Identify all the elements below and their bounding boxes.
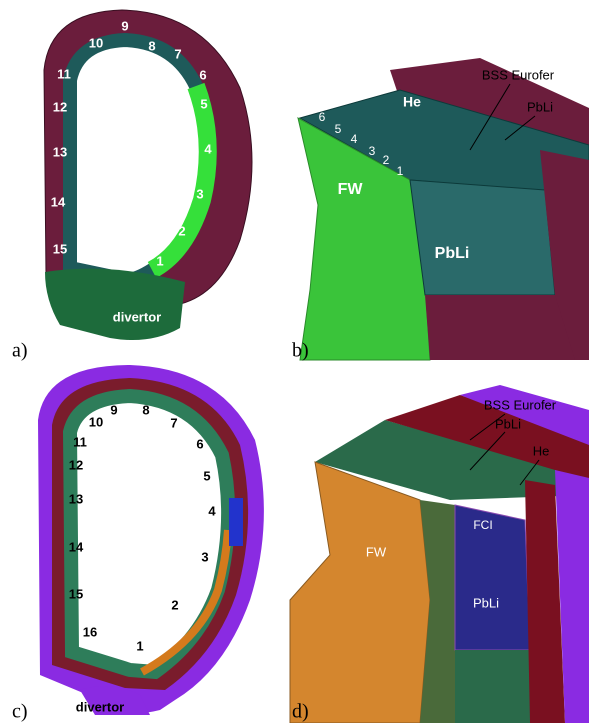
sector-label: 2 xyxy=(383,153,390,167)
sector-label: 3 xyxy=(369,144,376,158)
sector-label: 1 xyxy=(156,253,163,268)
sector-label: 8 xyxy=(148,38,155,53)
sector-label: 4 xyxy=(351,132,358,146)
annotation: He xyxy=(533,443,550,458)
sector-label: 2 xyxy=(171,597,178,612)
sector-label: 15 xyxy=(53,241,67,256)
sector-label: 4 xyxy=(208,503,216,518)
sector-label: 15 xyxy=(69,586,83,601)
divertor-shape xyxy=(45,269,185,340)
sector-label: 6 xyxy=(196,436,203,451)
sector-label: 3 xyxy=(196,186,203,201)
sector-label: 5 xyxy=(335,122,342,136)
panel-a: 1 2 3 4 5 6 7 8 9 10 11 12 13 14 15 dive… xyxy=(12,10,252,362)
panel-d: BSS Eurofer PbLi He FCI FW PbLi d) xyxy=(290,385,589,723)
sector-label: 4 xyxy=(204,141,212,156)
manifold-bottom xyxy=(425,295,575,360)
sector-label: 11 xyxy=(57,66,71,81)
sector-label: 2 xyxy=(178,223,185,238)
first-wall-face xyxy=(290,462,430,723)
breeder-block xyxy=(410,180,555,295)
sector-label: 1 xyxy=(136,638,143,653)
sector-label: 8 xyxy=(142,402,149,417)
sector-label: 9 xyxy=(121,18,128,33)
annotation: FCI xyxy=(473,518,492,532)
region-label: PbLi xyxy=(435,245,470,262)
annotation: He xyxy=(403,94,421,110)
sector-label: 1 xyxy=(397,164,404,178)
figure: 1 2 3 4 5 6 7 8 9 10 11 12 13 14 15 dive… xyxy=(0,0,589,723)
region-label: PbLi xyxy=(473,595,499,610)
divertor-label: divertor xyxy=(113,309,161,324)
panel-label: c) xyxy=(12,701,28,723)
sector-label: 14 xyxy=(51,194,66,209)
panel-c: 1 2 3 4 5 6 7 8 9 10 11 12 13 14 15 16 d… xyxy=(12,365,264,723)
panel-b: BSS Eurofer He PbLi 6 5 4 3 2 1 FW PbLi … xyxy=(292,58,589,362)
sector-label: 5 xyxy=(200,96,207,111)
divertor-label: divertor xyxy=(76,699,124,714)
sector-label: 9 xyxy=(110,402,117,417)
pbli-block xyxy=(229,498,243,546)
sector-label: 7 xyxy=(174,46,181,61)
sector-label: 6 xyxy=(199,67,206,82)
annotation: PbLi xyxy=(527,99,553,114)
sector-label: 5 xyxy=(203,468,210,483)
sector-label: 12 xyxy=(69,457,83,472)
annotation: BSS Eurofer xyxy=(484,397,557,412)
panel-label: d) xyxy=(292,701,309,723)
region-label: FW xyxy=(338,181,364,198)
annotation: PbLi xyxy=(495,416,521,431)
sector-label: 16 xyxy=(83,624,97,639)
sector-label: 10 xyxy=(89,35,103,50)
sector-label: 10 xyxy=(89,414,103,429)
sector-label: 3 xyxy=(201,549,208,564)
panel-label: b) xyxy=(292,340,309,362)
annotation: BSS Eurofer xyxy=(482,67,555,82)
sector-label: 6 xyxy=(319,110,326,124)
sector-label: 12 xyxy=(53,99,67,114)
region-label: FW xyxy=(366,544,387,559)
lower-block xyxy=(455,650,535,723)
sector-label: 13 xyxy=(69,491,83,506)
sector-label: 7 xyxy=(170,415,177,430)
panel-label: a) xyxy=(12,340,28,362)
sector-label: 14 xyxy=(69,539,84,554)
sector-label: 13 xyxy=(53,144,67,159)
sector-label: 11 xyxy=(73,434,87,449)
